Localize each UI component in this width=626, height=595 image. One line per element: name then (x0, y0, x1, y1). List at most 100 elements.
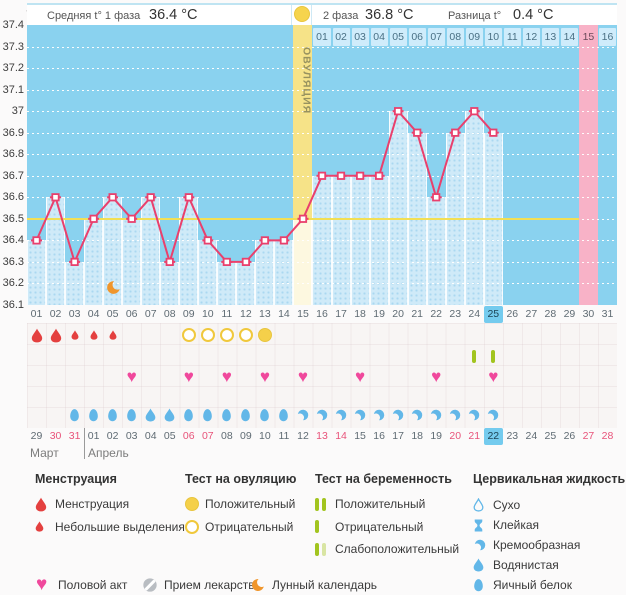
calendar-date-cell[interactable]: 07 (201, 430, 214, 442)
cycle-day-cell[interactable]: 24 (468, 308, 481, 320)
phase2-day-cell[interactable]: 02 (332, 28, 350, 46)
fluid-creamy-icon (410, 408, 424, 422)
temperature-bar (274, 240, 294, 305)
calendar-date-cell[interactable]: 12 (297, 430, 309, 442)
cycle-day-cell[interactable]: 21 (411, 308, 423, 320)
legend-item-label: Положительный (335, 497, 426, 511)
fluid-creamy-icon (429, 408, 443, 422)
cycle-day-cell[interactable]: 25 (483, 306, 503, 323)
pill-icon (142, 577, 164, 593)
cycle-day-cell[interactable]: 16 (316, 308, 328, 320)
cycle-day-cell[interactable]: 14 (278, 308, 290, 320)
calendar-date-cell[interactable]: 16 (373, 430, 385, 442)
cycle-day-cell[interactable]: 31 (601, 308, 614, 320)
calendar-date-cell[interactable]: 31 (68, 430, 81, 442)
calendar-date-cell[interactable]: 09 (240, 430, 252, 442)
calendar-date-cell[interactable]: 05 (163, 430, 176, 442)
calendar-date-cell[interactable]: 28 (601, 430, 614, 442)
cycle-day-cell[interactable]: 01 (30, 308, 43, 320)
calendar-date-cell[interactable]: 29 (30, 430, 43, 442)
calendar-date-cell[interactable]: 01 (87, 430, 100, 442)
calendar-date-cell[interactable]: 11 (278, 430, 290, 442)
cycle-day-cell[interactable]: 12 (240, 308, 252, 320)
cycle-day-cell[interactable]: 04 (87, 308, 100, 320)
fluid-creamy-icon (486, 408, 500, 422)
phase2-day-cell[interactable]: 10 (484, 28, 502, 46)
calendar-date-cell[interactable]: 30 (49, 430, 62, 442)
fluid-eggwhite-icon (183, 408, 194, 422)
phase2-day-cell[interactable]: 16 (598, 28, 616, 46)
cycle-day-cell[interactable]: 20 (392, 308, 404, 320)
legend-item: Положительный (315, 495, 425, 513)
calendar-date-cell[interactable]: 27 (582, 430, 595, 442)
legend-footer-item: ♥ Половой акт (36, 575, 127, 595)
calendar-date-cell[interactable]: 25 (544, 430, 557, 442)
calendar-date-cell[interactable]: 15 (354, 430, 366, 442)
legend-item-label: Водянистая (493, 558, 559, 572)
calendar-date-cell[interactable]: 03 (125, 430, 138, 442)
legend-item: Слабоположительный (315, 540, 459, 558)
calendar-date-cell[interactable]: 23 (506, 430, 519, 442)
phase2-day-cell[interactable]: 05 (389, 28, 407, 46)
cycle-day-cell[interactable]: 13 (259, 308, 271, 320)
legend-item: Менструация (35, 495, 129, 513)
phase2-day-cell[interactable]: 14 (560, 28, 578, 46)
bar-one-icon (315, 520, 335, 533)
phase2-day-cell[interactable]: 03 (351, 28, 369, 46)
cycle-day-cell[interactable]: 17 (335, 308, 347, 320)
cycle-day-cell[interactable]: 28 (544, 308, 557, 320)
cycle-day-cell[interactable]: 23 (449, 308, 462, 320)
legend-item: Положительный (185, 495, 295, 513)
ovulation-test-positive-icon (257, 328, 272, 342)
cycle-day-cell[interactable]: 05 (106, 308, 119, 320)
calendar-date-cell[interactable]: 13 (316, 430, 328, 442)
calendar-date-cell[interactable]: 21 (468, 430, 481, 442)
phase2-day-cell[interactable]: 01 (313, 28, 331, 46)
phase2-day-cell[interactable]: 13 (541, 28, 559, 46)
y-tick-label: 36.8 (2, 148, 24, 161)
cycle-day-cell[interactable]: 19 (373, 308, 385, 320)
cycle-day-cell[interactable]: 10 (201, 308, 214, 320)
calendar-date-cell[interactable]: 17 (392, 430, 404, 442)
fluid-eggwhite-icon (278, 408, 289, 422)
temperature-line (31, 107, 499, 266)
cycle-day-cell[interactable]: 11 (221, 308, 233, 320)
calendar-date-cell[interactable]: 22 (483, 428, 503, 445)
calendar-date-cell[interactable]: 24 (525, 430, 538, 442)
phase2-day-cell[interactable]: 07 (427, 28, 445, 46)
temperature-bar (464, 111, 484, 305)
calendar-date-cell[interactable]: 10 (259, 430, 271, 442)
cycle-day-cell[interactable]: 30 (582, 308, 595, 320)
calendar-date-cell[interactable]: 04 (144, 430, 157, 442)
cycle-day-axis: 01 02 03 04 05 06 07 08 09 10 11 12 13 14 15 16 17 18 19 20… (27, 306, 617, 323)
calendar-date-cell[interactable]: 14 (335, 430, 347, 442)
phase2-day-cell[interactable]: 04 (370, 28, 388, 46)
cycle-day-cell[interactable]: 02 (49, 308, 62, 320)
calendar-date-cell[interactable]: 08 (220, 430, 233, 442)
calendar-date-cell[interactable]: 26 (563, 430, 576, 442)
calendar-date-cell[interactable]: 18 (411, 430, 423, 442)
phase2-day-cell[interactable]: 06 (408, 28, 426, 46)
phase2-day-cell[interactable]: 11 (503, 28, 521, 46)
cycle-day-cell[interactable]: 08 (163, 308, 176, 320)
cycle-day-cell[interactable]: 18 (354, 308, 366, 320)
cycle-day-cell[interactable]: 27 (525, 308, 538, 320)
calendar-date-cell[interactable]: 02 (106, 430, 119, 442)
phase2-day-cell[interactable]: 09 (465, 28, 483, 46)
cycle-day-cell[interactable]: 07 (144, 308, 157, 320)
cycle-day-cell[interactable]: 15 (297, 308, 309, 320)
calendar-date-cell[interactable]: 19 (430, 430, 443, 442)
calendar-date-cell[interactable]: 20 (449, 430, 462, 442)
phase2-day-cell[interactable]: 12 (522, 28, 540, 46)
cycle-day-cell[interactable]: 22 (430, 308, 443, 320)
cycle-day-cell[interactable]: 26 (506, 308, 519, 320)
gridline (27, 68, 617, 69)
cycle-day-cell[interactable]: 09 (182, 308, 195, 320)
phase2-day-cell[interactable]: 08 (446, 28, 464, 46)
cycle-day-cell[interactable]: 29 (563, 308, 576, 320)
cycle-day-cell[interactable]: 06 (125, 308, 138, 320)
phase2-day-cell[interactable]: 15 (579, 28, 597, 46)
calendar-date-cell[interactable]: 06 (182, 430, 195, 442)
legend-item: Сухо (473, 496, 520, 514)
cycle-day-cell[interactable]: 03 (68, 308, 81, 320)
